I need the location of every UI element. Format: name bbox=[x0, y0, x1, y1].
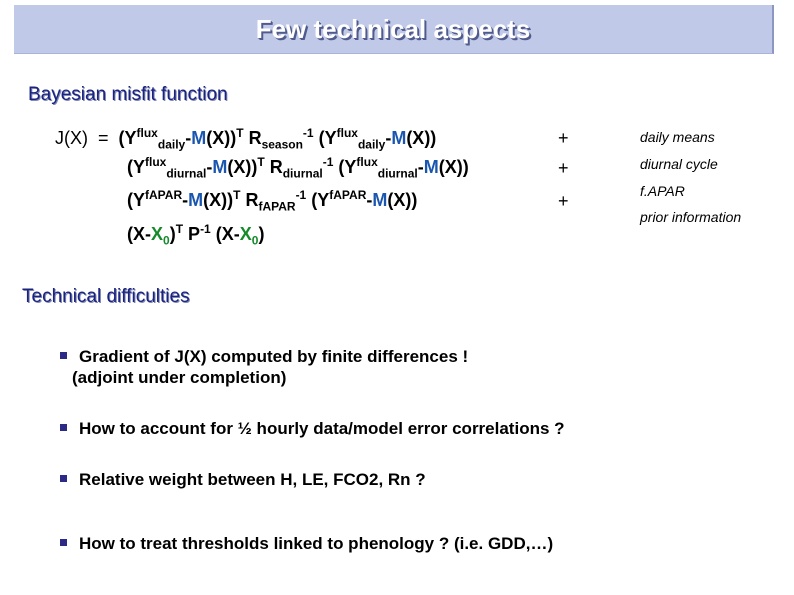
section-heading-misfit: Bayesian misfit function bbox=[28, 84, 228, 105]
slide-title: Few technical aspects bbox=[255, 14, 531, 44]
bullet-gradient-line2: (adjoint under completion) bbox=[72, 368, 287, 387]
equation-row-diurnal: (Yfluxdiurnal-M(X))T Rdiurnal-1 (Yfluxdi… bbox=[127, 155, 469, 181]
bullet-error-correlations-text: How to account for ½ hourly data/model e… bbox=[79, 419, 565, 438]
plus-sign-2: + bbox=[558, 158, 569, 178]
equation-row-fapar: (YfAPAR-M(X))T RfAPAR-1 (YfAPAR-M(X)) bbox=[127, 188, 418, 214]
bullet-square-icon bbox=[60, 475, 67, 483]
bullet-thresholds-text: How to treat thresholds linked to phenol… bbox=[79, 534, 554, 553]
equation-row-daily: J(X) = (Yfluxdaily-M(X))T Rseason-1 (Yfl… bbox=[55, 126, 437, 152]
equation-row-prior: (X-X0)T P-1 (X-X0) bbox=[127, 222, 265, 248]
bullet-square-icon bbox=[60, 539, 67, 547]
label-daily-means: daily means bbox=[640, 129, 715, 145]
bullet-gradient: Gradient of J(X) computed by finite diff… bbox=[60, 346, 468, 388]
plus-sign-3: + bbox=[558, 191, 569, 211]
title-bar: Few technical aspects bbox=[14, 5, 774, 54]
bullet-square-icon bbox=[60, 352, 67, 360]
label-prior-information: prior information bbox=[640, 209, 742, 225]
bullet-square-icon bbox=[60, 424, 67, 432]
label-diurnal-cycle: diurnal cycle bbox=[640, 156, 718, 172]
bullet-relative-weight: Relative weight between H, LE, FCO2, Rn … bbox=[60, 469, 426, 490]
bullet-relative-weight-text: Relative weight between H, LE, FCO2, Rn … bbox=[79, 470, 426, 489]
bullet-error-correlations: How to account for ½ hourly data/model e… bbox=[60, 418, 565, 439]
plus-sign-1: + bbox=[558, 128, 569, 148]
section-heading-difficulties: Technical difficulties bbox=[22, 286, 190, 307]
bullet-gradient-line1: Gradient of J(X) computed by finite diff… bbox=[79, 347, 469, 366]
bullet-thresholds: How to treat thresholds linked to phenol… bbox=[60, 533, 553, 554]
label-fapar: f.APAR bbox=[640, 183, 685, 199]
